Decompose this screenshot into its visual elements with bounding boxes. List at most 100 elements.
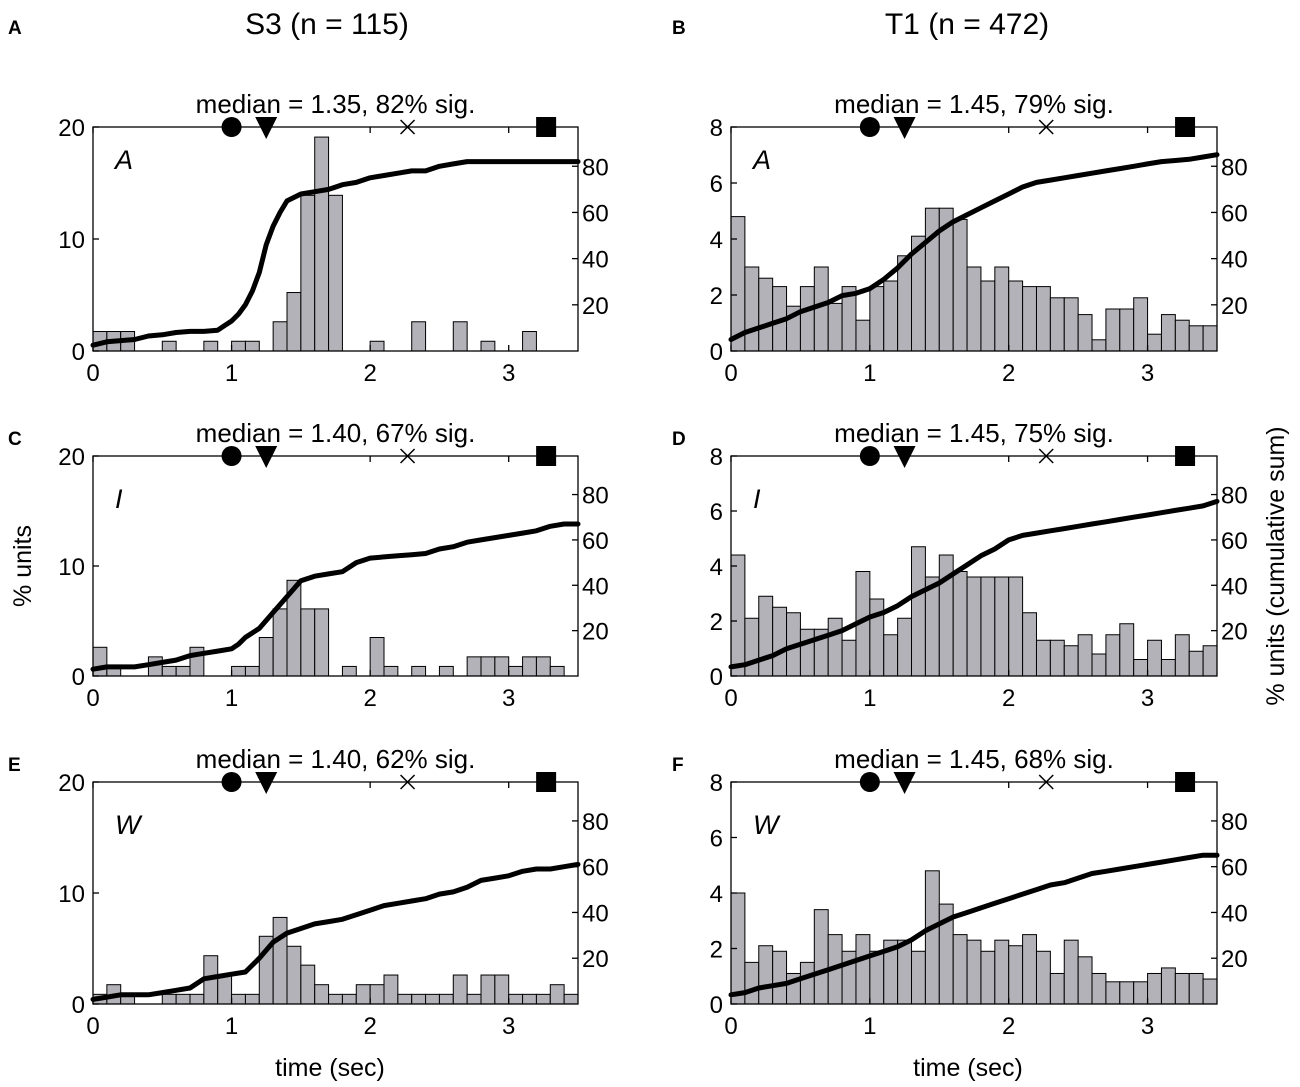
xlabel-right: time (sec) <box>913 1054 1023 1082</box>
y2-tick-label: 20 <box>582 293 609 320</box>
histogram-bar <box>980 576 996 677</box>
histogram-bar <box>1077 634 1093 677</box>
histogram-bar <box>1147 333 1162 352</box>
event-markers <box>859 772 1196 794</box>
histogram-bar <box>1049 972 1065 1005</box>
cumulative-line <box>728 152 1220 342</box>
x-tick-label: 1 <box>863 685 876 712</box>
histogram-bar <box>355 984 371 1005</box>
histogram-bar <box>161 665 177 677</box>
y-axis-left: 0 2 4 6 8 <box>710 115 737 366</box>
histogram-bar <box>494 974 510 1005</box>
y-axis-left: 0 10 20 <box>58 770 99 1019</box>
histogram-bar <box>1008 280 1024 352</box>
histogram-bar <box>480 974 496 1005</box>
histogram-bar <box>522 656 537 677</box>
histogram-bar <box>813 909 829 1005</box>
cross-stroke <box>400 119 416 135</box>
histogram-bar <box>286 292 302 352</box>
histogram-bar <box>328 194 343 352</box>
histogram-bar <box>369 984 385 1005</box>
x-tick-label: 2 <box>1002 1013 1015 1040</box>
histogram-bar <box>272 608 288 677</box>
triangle-marker <box>893 446 916 468</box>
cross-stroke <box>1038 448 1054 464</box>
panel-letter: C <box>8 429 22 450</box>
y-tick-label: 10 <box>58 227 85 254</box>
x-tick-label: 0 <box>724 685 737 712</box>
x-tick-label: 2 <box>1002 685 1015 712</box>
triangle-marker <box>255 117 278 139</box>
y2-tick-label: 40 <box>1221 247 1248 274</box>
histogram-bar <box>508 665 524 677</box>
histogram-bar <box>494 656 510 677</box>
condition-label: A <box>113 145 133 175</box>
panel-letter: A <box>8 18 22 39</box>
histogram-bar <box>1188 325 1204 352</box>
circle-marker <box>859 117 880 137</box>
y2-tick-label: 40 <box>582 573 609 600</box>
y2-tick-label: 20 <box>1221 619 1248 646</box>
histogram-bar <box>744 961 760 1005</box>
histogram-bar <box>758 945 774 1005</box>
histogram-bar <box>231 665 246 677</box>
y-tick-label: 8 <box>710 444 723 471</box>
histogram-bar <box>466 993 482 1005</box>
histogram-bar <box>966 576 982 677</box>
x-tick-label: 0 <box>86 685 99 712</box>
cumulative-line <box>90 159 581 348</box>
y-tick-label: 0 <box>72 339 85 366</box>
y2-tick-label: 40 <box>582 900 609 927</box>
y2-tick-label: 20 <box>582 619 609 646</box>
panel-title: median = 1.45, 79% sig. <box>834 89 1114 119</box>
histogram-bar <box>1174 319 1190 352</box>
histogram-bar <box>314 136 330 352</box>
triangle-marker <box>255 772 278 794</box>
histogram-bar <box>1133 981 1149 1005</box>
histogram-bar <box>314 984 330 1005</box>
x-tick-label: 0 <box>724 360 737 387</box>
y-tick-label: 20 <box>58 770 85 797</box>
condition-label: W <box>753 810 781 840</box>
x-axis: 0 1 2 3 <box>86 782 515 1040</box>
histogram-bar <box>1174 972 1190 1005</box>
x-tick-label: 3 <box>1141 360 1154 387</box>
histogram-bar <box>508 993 524 1005</box>
histogram-bar <box>869 950 885 1005</box>
histogram-bar <box>758 277 774 352</box>
cross-stroke <box>1038 774 1054 790</box>
y-tick-label: 2 <box>710 937 723 964</box>
y-tick-label: 8 <box>710 115 723 142</box>
histogram-bars <box>730 870 1218 1005</box>
x-axis: 0 1 2 3 <box>86 456 515 712</box>
histogram-bar <box>300 608 316 677</box>
x-tick-label: 1 <box>225 1013 238 1040</box>
histogram-bar <box>217 974 233 1005</box>
histogram-bar <box>1091 653 1107 677</box>
histogram-bar <box>827 302 843 352</box>
y-axis-right: 20 40 60 80 <box>572 483 609 646</box>
histogram-bar <box>466 656 482 677</box>
histogram-bars <box>730 546 1218 677</box>
histogram-bar <box>92 646 108 677</box>
histogram-bar <box>966 939 982 1005</box>
histogram-bar <box>1105 981 1121 1005</box>
histogram-bar <box>1022 286 1037 352</box>
histogram-bar <box>799 286 815 352</box>
histogram-bar <box>1119 981 1135 1005</box>
histogram-bar <box>300 194 316 352</box>
event-markers <box>221 446 557 468</box>
histogram-bar <box>952 934 968 1005</box>
histogram-bar <box>1160 314 1176 352</box>
column-title-t1: T1 (n = 472) <box>885 8 1049 41</box>
histogram-bar <box>1063 939 1079 1005</box>
y-axis-left: 0 2 4 6 8 <box>710 444 737 691</box>
histogram-bar <box>772 606 788 677</box>
panel-title: median = 1.45, 75% sig. <box>834 418 1114 448</box>
histogram-bar <box>1049 639 1065 677</box>
x-tick-label: 0 <box>86 360 99 387</box>
histogram-bar <box>897 939 913 1005</box>
x-tick-label: 0 <box>724 1013 737 1040</box>
